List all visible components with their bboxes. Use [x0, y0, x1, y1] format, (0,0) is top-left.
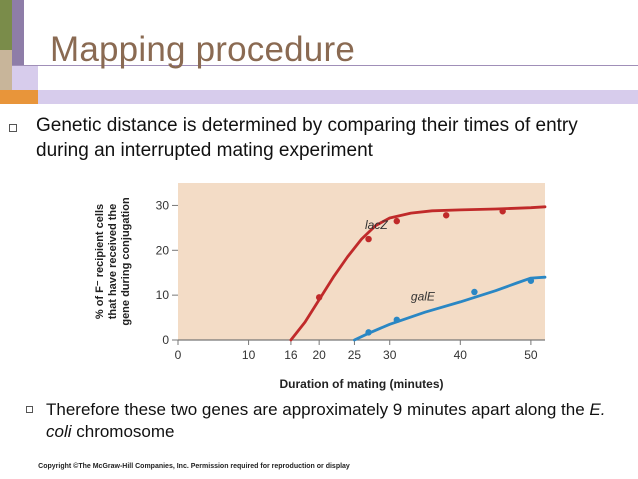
series-label-galE: galE [411, 290, 436, 304]
data-point-lacZ [442, 212, 450, 219]
data-point-galE [365, 329, 372, 336]
x-tick-label: 20 [312, 348, 326, 362]
bullet2-text-a: Therefore these two genes are approximat… [46, 400, 590, 419]
y-tick-label: 10 [156, 288, 170, 302]
y-axis-label-line: % of F⁻ recipient cells [94, 204, 106, 319]
plot-area [178, 183, 545, 340]
title-underline-bar [38, 90, 638, 104]
data-point-galE [527, 277, 535, 284]
x-tick-label: 10 [242, 348, 256, 362]
x-tick-label: 25 [348, 348, 362, 362]
y-tick-label: 0 [162, 333, 169, 347]
x-tick-label: 30 [383, 348, 397, 362]
bullet2-italic: E. coli [46, 400, 606, 441]
slide-title: Mapping procedure [50, 30, 355, 69]
x-tick-label: 50 [524, 348, 538, 362]
y-tick-label: 20 [156, 243, 170, 257]
x-tick-label: 16 [284, 348, 298, 362]
y-axis-label-line: gene during conjugation [120, 197, 132, 326]
data-point-lacZ [315, 294, 323, 301]
bullet2-text-b: chromosome [71, 422, 175, 441]
decorative-bar-tan [0, 50, 12, 90]
data-point-lacZ [365, 235, 372, 243]
decorative-bar-green [0, 0, 12, 50]
series-line-galE [353, 275, 547, 342]
title-rule [12, 65, 638, 66]
bullet-text-2: Therefore these two genes are approximat… [46, 399, 606, 443]
chart-svg: 0 10 16 20 25 30 40 50 0 10 20 30 Duration of mating… [94, 183, 547, 391]
data-point-lacZ [499, 208, 506, 215]
y-tick-label: 30 [156, 198, 170, 212]
bullet-marker-1 [9, 124, 17, 132]
x-tick-label: 0 [175, 348, 182, 362]
data-point-galE [471, 288, 478, 296]
x-tick-label: 40 [454, 348, 468, 362]
bullet-text-1: Genetic distance is determined by compar… [36, 115, 578, 161]
copyright-notice: Copyright ©The McGraw-Hill Companies, In… [38, 463, 350, 470]
data-point-lacZ [393, 217, 400, 225]
series-label-lacZ: lacZ [365, 218, 388, 232]
data-point-galE [393, 316, 400, 324]
bullet-marker-2 [26, 406, 33, 413]
decorative-bar-orange [0, 90, 38, 104]
decorative-bar-lavender [12, 65, 38, 90]
y-axis-label-line: that have received the [107, 204, 119, 320]
mating-chart: 0 10 16 20 25 30 40 50 0 10 20 30 Duration of mating… [90, 175, 550, 400]
decorative-bar-purple [12, 0, 24, 65]
x-axis-label: Duration of mating (minutes) [280, 377, 444, 391]
